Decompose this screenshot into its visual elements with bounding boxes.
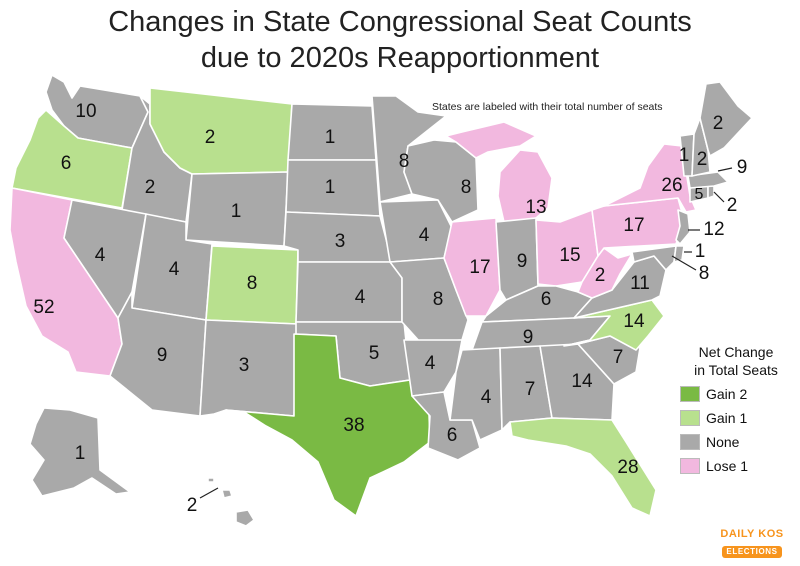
state-label-al: 7: [525, 379, 536, 400]
state-ia: [379, 199, 453, 263]
state-label-in: 9: [517, 251, 528, 272]
state-label-nc: 14: [623, 311, 645, 332]
state-la: [411, 391, 481, 461]
state-label-tx: 38: [343, 415, 364, 436]
state-label-il: 17: [469, 257, 490, 278]
state-label-ok: 5: [369, 343, 380, 364]
state-nc: [563, 299, 665, 351]
state-tx: [225, 333, 431, 517]
state-label-va: 11: [630, 273, 650, 294]
state-label-vt: 1: [679, 145, 690, 166]
state-label-ga: 14: [571, 371, 593, 392]
state-fl: [509, 417, 657, 517]
legend-swatch-lose1: [680, 458, 700, 474]
state-label-tn: 9: [523, 327, 534, 348]
state-label-me: 2: [713, 113, 724, 134]
state-label-oh: 15: [559, 245, 580, 266]
state-label-sc: 7: [613, 347, 624, 368]
state-hi-islands: [207, 477, 215, 483]
state-label-id: 2: [145, 177, 156, 198]
map-subtitle: States are labeled with their total numb…: [432, 101, 663, 113]
callout-ri: [713, 191, 725, 203]
map-title-line2: due to 2020s Reapportionment: [200, 42, 600, 74]
legend-swatch-none: [680, 434, 700, 450]
state-label-or: 6: [61, 153, 72, 174]
brand-top: DAILY KOS: [720, 528, 784, 540]
state-nj: [675, 209, 691, 245]
legend-item: Gain 1: [680, 409, 792, 427]
state-ar: [403, 339, 463, 397]
state-label-md: 8: [699, 263, 710, 284]
legend-swatch-gain2: [680, 386, 700, 402]
state-label-hi: 2: [187, 495, 198, 516]
state-label-wi: 8: [461, 177, 472, 198]
state-label-ia: 4: [419, 225, 430, 246]
state-label-nm: 3: [239, 355, 250, 376]
state-label-mo: 8: [433, 289, 444, 310]
state-or: [11, 109, 133, 209]
state-label-az: 9: [157, 345, 168, 366]
state-label-wa: 10: [75, 101, 96, 122]
state-label-ks: 4: [355, 287, 366, 308]
legend-title-line1: Net Change: [698, 344, 774, 360]
callout-md: [671, 255, 697, 271]
state-label-wv: 2: [595, 265, 606, 286]
state-hi: [235, 509, 255, 527]
state-me: [699, 81, 753, 157]
state-label-nj: 12: [703, 219, 724, 240]
state-label-ct: 5: [695, 186, 704, 203]
state-ak: [29, 407, 131, 497]
brand-bottom: ELECTIONS: [722, 546, 782, 558]
state-mi-lower: [497, 149, 553, 223]
state-label-pa: 17: [623, 215, 644, 236]
legend-item: Lose 1: [680, 457, 792, 475]
state-label-ri: 2: [727, 195, 738, 216]
daily-kos-elections-logo: DAILY KOS ELECTIONS: [718, 528, 786, 559]
state-label-co: 8: [247, 273, 258, 294]
state-label-ma: 9: [737, 157, 748, 178]
state-label-wy: 1: [231, 201, 242, 222]
state-label-nh: 2: [697, 149, 708, 170]
state-label-de: 1: [695, 241, 706, 262]
legend-label: Gain 2: [706, 386, 748, 402]
state-ks: [295, 261, 403, 323]
state-ri: [707, 185, 715, 199]
legend: Net Change in Total Seats Gain 2 Gain 1 …: [680, 343, 792, 475]
state-label-ne: 3: [335, 231, 346, 252]
callout-ma: [717, 167, 733, 172]
state-label-nd: 1: [325, 127, 336, 148]
state-ma: [687, 171, 729, 189]
state-label-sd: 1: [325, 177, 336, 198]
state-label-ak: 1: [75, 443, 86, 464]
state-mi: [445, 121, 537, 159]
legend-swatch-gain1: [680, 410, 700, 426]
state-nh: [691, 117, 711, 177]
state-label-nv: 4: [95, 245, 106, 266]
legend-label: Lose 1: [706, 458, 749, 474]
state-label-fl: 28: [617, 457, 638, 478]
legend-item: Gain 2: [680, 385, 792, 403]
legend-label: None: [706, 434, 740, 450]
state-label-ky: 6: [541, 289, 552, 310]
state-label-ny: 26: [661, 175, 682, 196]
state-label-ms: 4: [481, 387, 492, 408]
legend-label: Gain 1: [706, 410, 748, 426]
state-label-mt: 2: [205, 127, 216, 148]
state-label-mn: 8: [399, 151, 410, 172]
state-wi: [403, 139, 479, 223]
state-label-mi: 13: [525, 197, 546, 218]
map-title-line1: Changes in State Congressional Seat Coun…: [108, 6, 692, 38]
callout-hi: [199, 487, 219, 499]
state-label-la: 6: [447, 425, 458, 446]
state-label-ut: 4: [169, 259, 180, 280]
state-hi-islands: [221, 489, 233, 499]
state-label-ar: 4: [425, 353, 436, 374]
state-label-ca: 52: [33, 297, 54, 318]
legend-item: None: [680, 433, 792, 451]
legend-title-line2: in Total Seats: [694, 362, 778, 378]
